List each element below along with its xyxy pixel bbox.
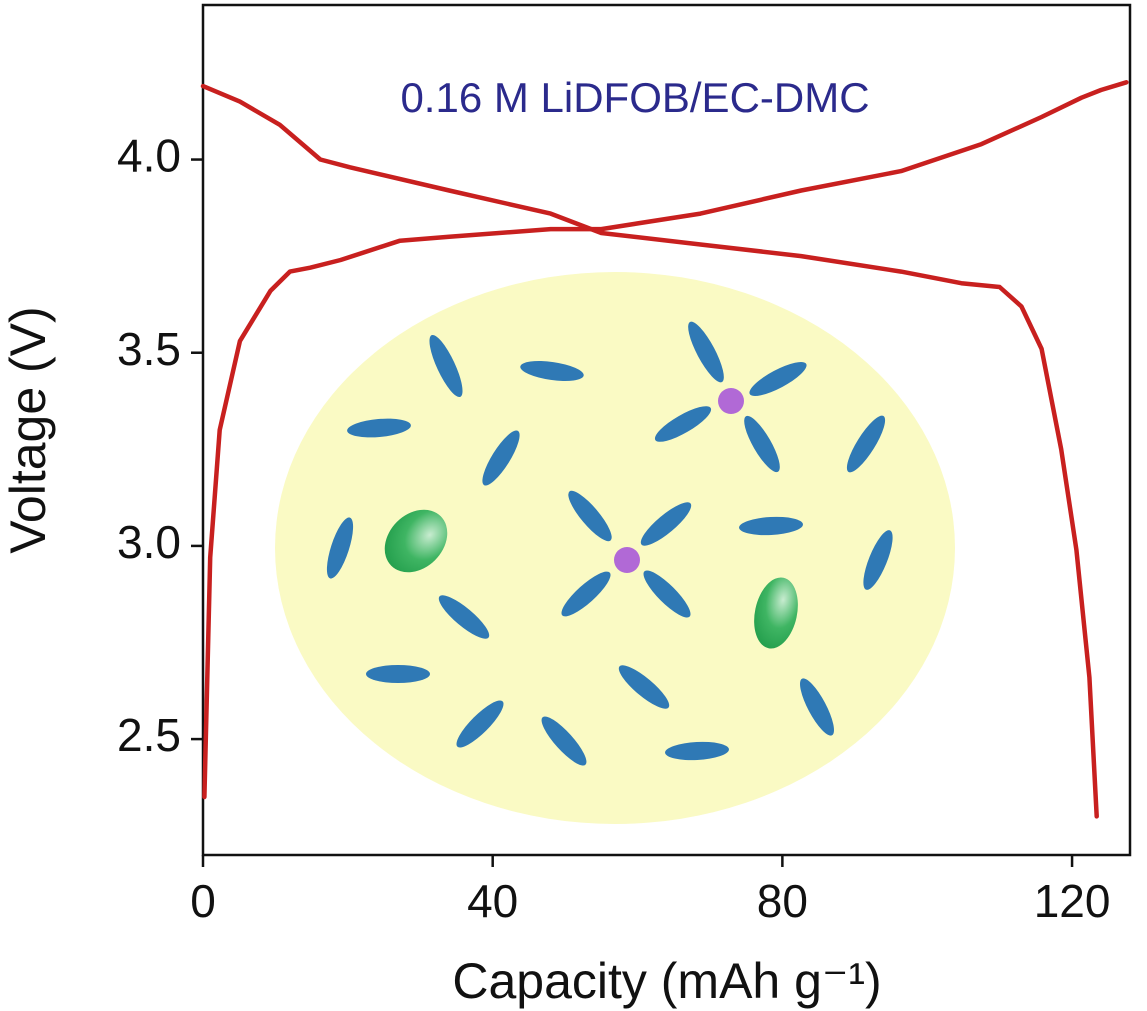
y-tick-label: 2.5: [117, 709, 181, 761]
y-tick-label: 3.0: [117, 516, 181, 568]
x-tick-label: 0: [190, 875, 216, 927]
y-axis-label: Voltage (V): [0, 306, 56, 553]
x-axis-label: Capacity (mAh g⁻¹): [452, 953, 881, 1009]
plot-frame: [201, 3, 1132, 857]
series-line: [200, 83, 1099, 819]
y-tick-label: 4.0: [117, 130, 181, 182]
inset-illustration: [275, 272, 955, 824]
series-line: [202, 80, 1129, 800]
annotation: 0.16 M LiDFOB/EC-DMC: [400, 74, 869, 121]
x-tick-label: 120: [1034, 875, 1111, 927]
x-tick-label: 80: [757, 875, 808, 927]
x-tick-label: 40: [467, 875, 518, 927]
y-tick-label: 3.5: [117, 323, 181, 375]
